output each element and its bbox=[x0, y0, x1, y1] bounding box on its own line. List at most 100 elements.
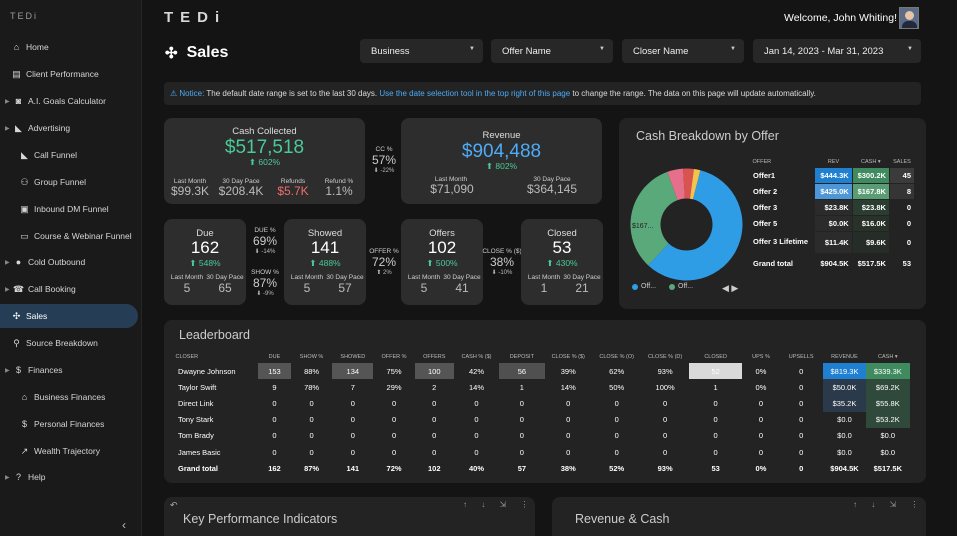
showed-change: ⬆ 488% bbox=[309, 258, 341, 268]
revenue-panel-toolbar-icons[interactable]: ↑ ↓ ⇲ ⋮ bbox=[853, 500, 925, 509]
kpi-panel-toolbar-icons[interactable]: ↑ ↓ ⇲ ⋮ bbox=[463, 500, 535, 509]
donut-legend-item-2[interactable]: Off... bbox=[669, 283, 693, 290]
table-row[interactable]: James Basic 0 0 0 0 0 0 0 0 0 0 0 0 0 $0.0 $0.0 bbox=[176, 444, 910, 460]
sidebar-item-client-performance[interactable]: ▤ Client Performance bbox=[0, 62, 138, 86]
closer-filter-select[interactable]: Closer Name ▼ bbox=[622, 39, 744, 63]
table-row[interactable]: Offer 2 $425.0K $167.8K 8 bbox=[748, 182, 916, 200]
column-header[interactable]: REV bbox=[827, 159, 840, 166]
donut-legend-item-1[interactable]: Off... bbox=[632, 283, 656, 290]
table-cell: 0 bbox=[309, 398, 314, 408]
sidebar-item-wealth-trajectory[interactable]: ↗ Wealth Trajectory bbox=[0, 439, 138, 463]
table-cell: 14% bbox=[469, 382, 485, 392]
table-row[interactable]: Dwayne Johnson 153 88% 134 75% 100 42% 56 39% 62%… bbox=[176, 363, 910, 380]
table-cell: $517.5K bbox=[873, 463, 902, 473]
column-header[interactable]: DUE bbox=[268, 354, 281, 361]
sidebar-item-call-funnel[interactable]: ◣ Call Funnel bbox=[0, 143, 138, 167]
column-header[interactable]: OFFERS bbox=[423, 354, 446, 361]
table-cell: Offer 3 Lifetime bbox=[748, 230, 816, 254]
table-cell: $16.0K bbox=[851, 214, 890, 232]
table-row[interactable]: Offer 3 Lifetime $11.4K $9.6K 0 bbox=[748, 230, 916, 254]
table-cell: 0 bbox=[758, 415, 764, 425]
column-header[interactable]: CASH ▾ bbox=[861, 159, 881, 166]
table-cell: 53 bbox=[711, 463, 720, 473]
column-header[interactable]: CLOSE % (O) bbox=[599, 354, 634, 361]
column-header[interactable]: OFFER % bbox=[381, 354, 407, 361]
donut-slice-offer-3-lifetime[interactable] bbox=[689, 168, 701, 200]
sidebar-item-course-webinar-funnel[interactable]: ▭ Course & Webinar Funnel bbox=[0, 224, 138, 248]
offer-pct-metric: OFFER % 72% ⬆ 2% bbox=[359, 248, 409, 276]
sidebar-item-call-booking[interactable]: ▶ ☎ Call Booking bbox=[0, 277, 138, 301]
brand-logo: TEDi bbox=[164, 9, 227, 26]
table-row[interactable]: Tom Brady 0 0 0 0 0 0 0 0 0 0 0 0 0 $0.0 $0.0 bbox=[176, 428, 910, 444]
column-header[interactable]: CLOSER bbox=[175, 354, 199, 361]
notice-link[interactable]: Use the date selection tool in the top r… bbox=[379, 89, 571, 98]
sidebar-item-sales[interactable]: ✣ Sales bbox=[0, 304, 138, 328]
sidebar-item-business-finances[interactable]: ⌂ Business Finances bbox=[0, 385, 138, 409]
column-header[interactable]: REVENUE bbox=[831, 354, 858, 361]
table-row[interactable]: Tony Stark 0 0 0 0 0 0 0 0 0 0 0 0 0 $0.0 $53.2K bbox=[176, 411, 910, 428]
sidebar-item-advertising[interactable]: ▶ ◣ Advertising bbox=[0, 116, 138, 140]
home-icon: ⌂ bbox=[13, 42, 20, 52]
sidebar-item-finances[interactable]: ▶ $ Finances bbox=[0, 358, 138, 382]
offer-filter-select[interactable]: Offer Name ▼ bbox=[491, 39, 613, 63]
column-header[interactable]: CASH % ($) bbox=[461, 354, 492, 361]
cc-pct-value: 57% bbox=[371, 153, 397, 167]
donut-slice-offer-2[interactable] bbox=[630, 171, 678, 266]
table-cell: James Basic bbox=[178, 447, 221, 457]
table-row[interactable]: Direct Link 0 0 0 0 0 0 0 0 0 0 0 0 0 $35.2K $55.8K bbox=[176, 395, 910, 412]
table-cell: $300.2K bbox=[851, 166, 890, 184]
column-header[interactable]: CLOSED bbox=[704, 354, 727, 361]
cash-pace-value: $208.4K bbox=[218, 184, 264, 198]
column-header[interactable]: SHOW % bbox=[299, 354, 324, 361]
sidebar-item-cold-outbound[interactable]: ▶ ● Cold Outbound bbox=[0, 250, 138, 274]
table-cell: 52% bbox=[609, 463, 625, 473]
sidebar-item-personal-finances[interactable]: $ Personal Finances bbox=[0, 412, 138, 436]
donut-slice-offer1[interactable] bbox=[648, 170, 743, 281]
user-avatar[interactable] bbox=[899, 7, 919, 29]
sidebar-item-help[interactable]: ▶? Help bbox=[0, 465, 138, 489]
sidebar-item-source-breakdown[interactable]: ⚲ Source Breakdown bbox=[0, 331, 138, 355]
column-header[interactable]: CASH ▾ bbox=[878, 354, 898, 361]
sidebar-item-label: Finances bbox=[28, 365, 63, 375]
column-header[interactable]: CLOSE % ($) bbox=[551, 354, 585, 361]
collapse-sidebar-button[interactable]: ‹ bbox=[122, 518, 126, 532]
business-filter-select[interactable]: Business ▼ bbox=[360, 39, 483, 63]
sidebar-item-group-funnel[interactable]: ⚇ Group Funnel bbox=[0, 170, 138, 194]
column-header[interactable]: CLOSE % (D) bbox=[648, 354, 683, 361]
column-header[interactable]: SHOWED bbox=[340, 354, 366, 361]
revenue-label: Revenue bbox=[482, 130, 521, 141]
column-header[interactable]: SALES bbox=[893, 159, 911, 166]
table-total-row: Grand total 162 87% 141 72% 102 40% 57 38% 52% 93%… bbox=[176, 460, 910, 476]
column-header[interactable]: DEPOSIT bbox=[509, 354, 534, 361]
sidebar-item-home[interactable]: ⌂ Home bbox=[0, 35, 138, 59]
sidebar-item-inbound-dm-funnel[interactable]: ▣ Inbound DM Funnel bbox=[0, 197, 138, 221]
donut-slice-offer-5[interactable] bbox=[683, 168, 694, 199]
laptop-icon: ▭ bbox=[20, 230, 29, 241]
reset-icon[interactable]: ↶ bbox=[170, 500, 178, 510]
donut-slice-label: $167... bbox=[632, 223, 653, 230]
column-header[interactable]: OFFER bbox=[752, 159, 772, 166]
table-row[interactable]: Offer 5 $0.0K $16.0K 0 bbox=[748, 214, 916, 232]
table-cell: $0.0 bbox=[837, 431, 852, 441]
table-cell: $904.5K bbox=[814, 252, 853, 274]
table-row[interactable]: Taylor Swift 9 78% 7 29% 2 14% 1 14% 50% 100% 1 0% 0 $… bbox=[176, 379, 910, 396]
revenue-value: $904,488 bbox=[461, 141, 542, 162]
close-pct-value: 38% bbox=[489, 255, 515, 269]
legend-pager-arrows[interactable]: ◀ ▶ bbox=[722, 283, 739, 293]
table-cell: 0 bbox=[888, 230, 916, 254]
sidebar-item-a-i-goals-calculator[interactable]: ▶ ◙ A.I. Goals Calculator bbox=[0, 89, 138, 113]
sidebar-item-label: Call Funnel bbox=[34, 150, 77, 160]
showed-last-month-value: 5 bbox=[303, 281, 311, 295]
table-cell: 52 bbox=[688, 363, 743, 380]
date-range-picker[interactable]: Jan 14, 2023 - Mar 31, 2023 ▼ bbox=[753, 39, 921, 63]
cash-last-month-value: $99.3K bbox=[170, 184, 210, 198]
sidebar-item-label: Course & Webinar Funnel bbox=[34, 231, 132, 241]
table-cell: 7 bbox=[350, 382, 355, 392]
column-header[interactable]: UPSELLS bbox=[788, 354, 814, 361]
sidebar-item-label: Group Funnel bbox=[34, 177, 86, 187]
donut-slice-offer-3[interactable] bbox=[667, 168, 685, 201]
column-header[interactable]: UPS % bbox=[752, 354, 770, 361]
table-row[interactable]: Offer1 $444.3K $300.2K 45 bbox=[748, 166, 916, 184]
table-row[interactable]: Offer 3 $23.8K $23.8K 0 bbox=[748, 198, 916, 216]
show-pct-change: ⬇ -9% bbox=[256, 291, 274, 297]
